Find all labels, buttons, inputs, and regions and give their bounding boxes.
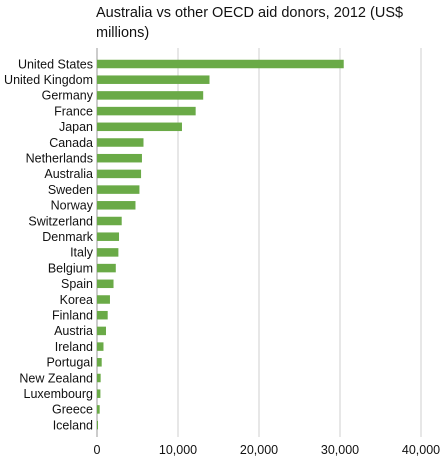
bar [97,91,204,100]
bar [97,263,116,273]
x-tick-label: 0 [94,443,101,457]
category-label: Iceland [53,418,93,432]
bar [97,216,122,226]
category-label: Austria [54,324,93,338]
bar [97,420,98,430]
category-label: Greece [52,403,93,417]
category-labels: United States United Kingdom GermanyFrance… [4,57,94,432]
category-label: Denmark [42,230,93,244]
bar [97,232,120,241]
category-label: Switzerland [28,214,93,228]
bar [97,153,142,163]
bar [97,279,114,289]
x-tick-label: 20,000 [240,443,278,457]
bar [97,248,119,257]
bar [97,201,136,210]
chart-title: Australia vs other OECD aid donors, 2012… [96,5,404,41]
bar [97,106,196,116]
x-tick-label: 30,000 [321,443,359,457]
category-label: Spain [61,277,93,291]
category-label: Netherlands [26,152,93,166]
bar [97,75,210,84]
category-label: France [54,104,93,118]
category-label: New Zealand [19,371,93,385]
category-label: Japan [59,120,93,134]
category-label: Korea [60,293,93,307]
bar [97,59,344,69]
category-label: Ireland [55,340,93,354]
x-tick-label: 10,000 [159,443,197,457]
bar [97,295,110,304]
category-label: United Kingdom [4,73,93,87]
bar [97,373,101,383]
bar [97,389,101,398]
bar [97,326,106,336]
category-label: United States [18,57,93,71]
x-tick-label: 40,000 [402,443,440,457]
category-label: Sweden [48,183,93,197]
bar [97,138,144,147]
category-label: Portugal [46,356,93,370]
bar [97,342,104,351]
category-label: Norway [51,199,94,213]
category-label: Luxembourg [24,387,94,401]
category-label: Finland [52,309,93,323]
bar [97,122,182,132]
bar [97,405,100,414]
bar [97,358,102,367]
category-label: Belgium [48,261,93,275]
bars [97,59,344,430]
category-label: Italy [70,246,94,260]
category-label: Canada [49,136,93,150]
bar [97,310,108,320]
x-axis-ticks: 0 10,000 20,000 30,000 40,000 [94,443,441,457]
bar [97,185,140,194]
category-label: Germany [42,89,94,103]
category-label: Australia [44,167,93,181]
grid-lines [96,48,422,437]
bar [97,169,142,179]
